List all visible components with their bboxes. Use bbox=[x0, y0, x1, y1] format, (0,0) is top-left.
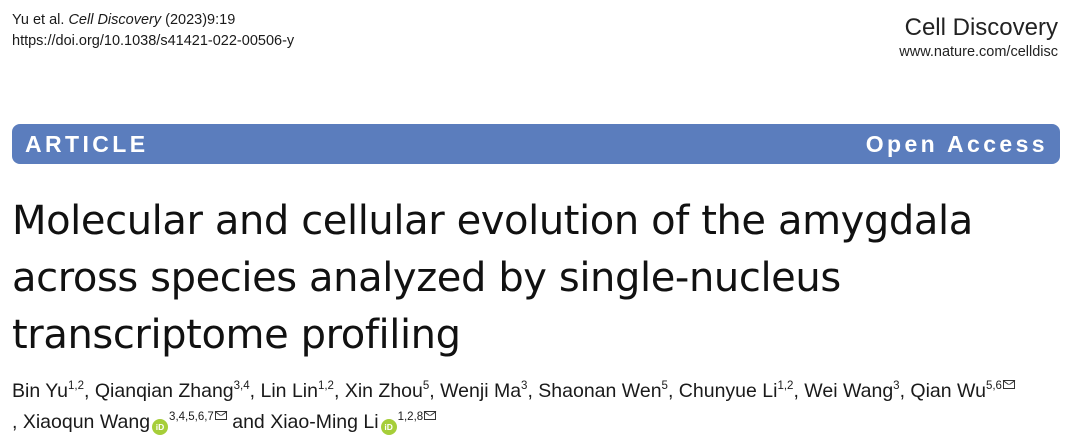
author-entry: Bin Yu1,2, bbox=[12, 380, 95, 402]
author-name[interactable]: Chunyue Li bbox=[678, 380, 778, 402]
affiliation-superscript: 1,2 bbox=[317, 379, 334, 392]
author-entry: Xiao-Ming Li iD1,2,8 bbox=[270, 410, 437, 435]
author-name[interactable]: Qian Wu bbox=[910, 380, 986, 402]
author-separator: , bbox=[84, 380, 95, 402]
article-title: Molecular and cellular evolution of the … bbox=[12, 193, 1072, 364]
affiliation-superscript: 3,4 bbox=[233, 379, 250, 392]
author-name[interactable]: Wenji Ma bbox=[440, 380, 522, 402]
author-name[interactable]: Wei Wang bbox=[804, 380, 894, 402]
author-entry: Chunyue Li1,2, bbox=[679, 380, 805, 402]
orcid-icon[interactable]: iD bbox=[380, 419, 397, 435]
journal-masthead: Cell Discovery www.nature.com/celldisc bbox=[899, 14, 1058, 62]
author-entry: Xin Zhou5, bbox=[345, 380, 440, 402]
article-type-label: ARTICLE bbox=[25, 130, 149, 157]
affiliation-superscript: 5 bbox=[661, 379, 668, 392]
journal-name: Cell Discovery bbox=[904, 14, 1058, 41]
author-entry: Wenji Ma3, bbox=[440, 380, 538, 402]
affiliation-superscript: 3 bbox=[521, 379, 528, 392]
affiliation-superscript: 1,2,8 bbox=[397, 410, 424, 423]
author-name[interactable]: Shaonan Wen bbox=[538, 380, 662, 402]
citation-block: Yu et al. Cell Discovery (2023)9:19 http… bbox=[12, 10, 294, 52]
author-name[interactable]: Xiao-Ming Li bbox=[270, 411, 379, 433]
author-separator: , bbox=[667, 380, 679, 402]
author-separator: , bbox=[527, 380, 539, 402]
affiliation-superscript: 1,2 bbox=[68, 379, 85, 392]
orcid-icon[interactable]: iD bbox=[152, 419, 169, 435]
citation-authors: Yu et al. bbox=[12, 12, 65, 28]
author-separator: , bbox=[793, 380, 805, 402]
open-access-label: Open Access bbox=[865, 130, 1048, 157]
affiliation-superscript: 5 bbox=[422, 379, 430, 392]
author-name[interactable]: Bin Yu bbox=[12, 380, 69, 402]
author-entry: Qianqian Zhang3,4, bbox=[95, 380, 261, 402]
author-list: Bin Yu1,2, Qianqian Zhang3,4, Lin Lin1,2… bbox=[12, 376, 1072, 438]
affiliation-superscript: 5,6 bbox=[985, 379, 1002, 392]
author-entry: Wei Wang3, bbox=[804, 380, 910, 402]
author-entry: Qian Wu5,6, bbox=[12, 380, 1015, 433]
title-line: Molecular and cellular evolution of the … bbox=[12, 198, 973, 244]
envelope-icon[interactable] bbox=[424, 411, 437, 420]
envelope-icon[interactable] bbox=[214, 411, 227, 420]
title-line: transcriptome profiling bbox=[12, 312, 461, 358]
author-entry: Shaonan Wen5, bbox=[538, 380, 679, 402]
author-separator: , bbox=[899, 380, 911, 402]
citation-year-volume: (2023)9:19 bbox=[165, 12, 236, 28]
author-name[interactable]: Xin Zhou bbox=[344, 380, 423, 402]
author-separator: , bbox=[12, 411, 23, 433]
author-separator: , bbox=[333, 380, 345, 402]
affiliation-superscript: 3,4,5,6,7 bbox=[169, 410, 214, 423]
title-line: across species analyzed by single-nucleu… bbox=[12, 255, 841, 301]
author-separator: and bbox=[226, 411, 271, 433]
article-banner: ARTICLE Open Access bbox=[12, 124, 1060, 164]
envelope-icon[interactable] bbox=[1002, 380, 1015, 389]
author-name[interactable]: Lin Lin bbox=[260, 380, 318, 402]
citation-line: Yu et al. Cell Discovery (2023)9:19 bbox=[12, 10, 294, 31]
author-entry: Xiaoqun Wang iD3,4,5,6,7 and bbox=[22, 410, 271, 435]
author-entry: Lin Lin1,2, bbox=[261, 380, 345, 402]
author-name[interactable]: Qianqian Zhang bbox=[94, 380, 234, 402]
affiliation-superscript: 3 bbox=[893, 379, 900, 392]
journal-url[interactable]: www.nature.com/celldisc bbox=[899, 44, 1058, 60]
author-separator: , bbox=[429, 380, 441, 402]
author-name[interactable]: Xiaoqun Wang bbox=[22, 411, 151, 433]
doi-link[interactable]: https://doi.org/10.1038/s41421-022-00506… bbox=[12, 33, 295, 49]
citation-journal: Cell Discovery bbox=[68, 12, 162, 28]
author-separator: , bbox=[249, 380, 261, 402]
affiliation-superscript: 1,2 bbox=[777, 379, 794, 392]
